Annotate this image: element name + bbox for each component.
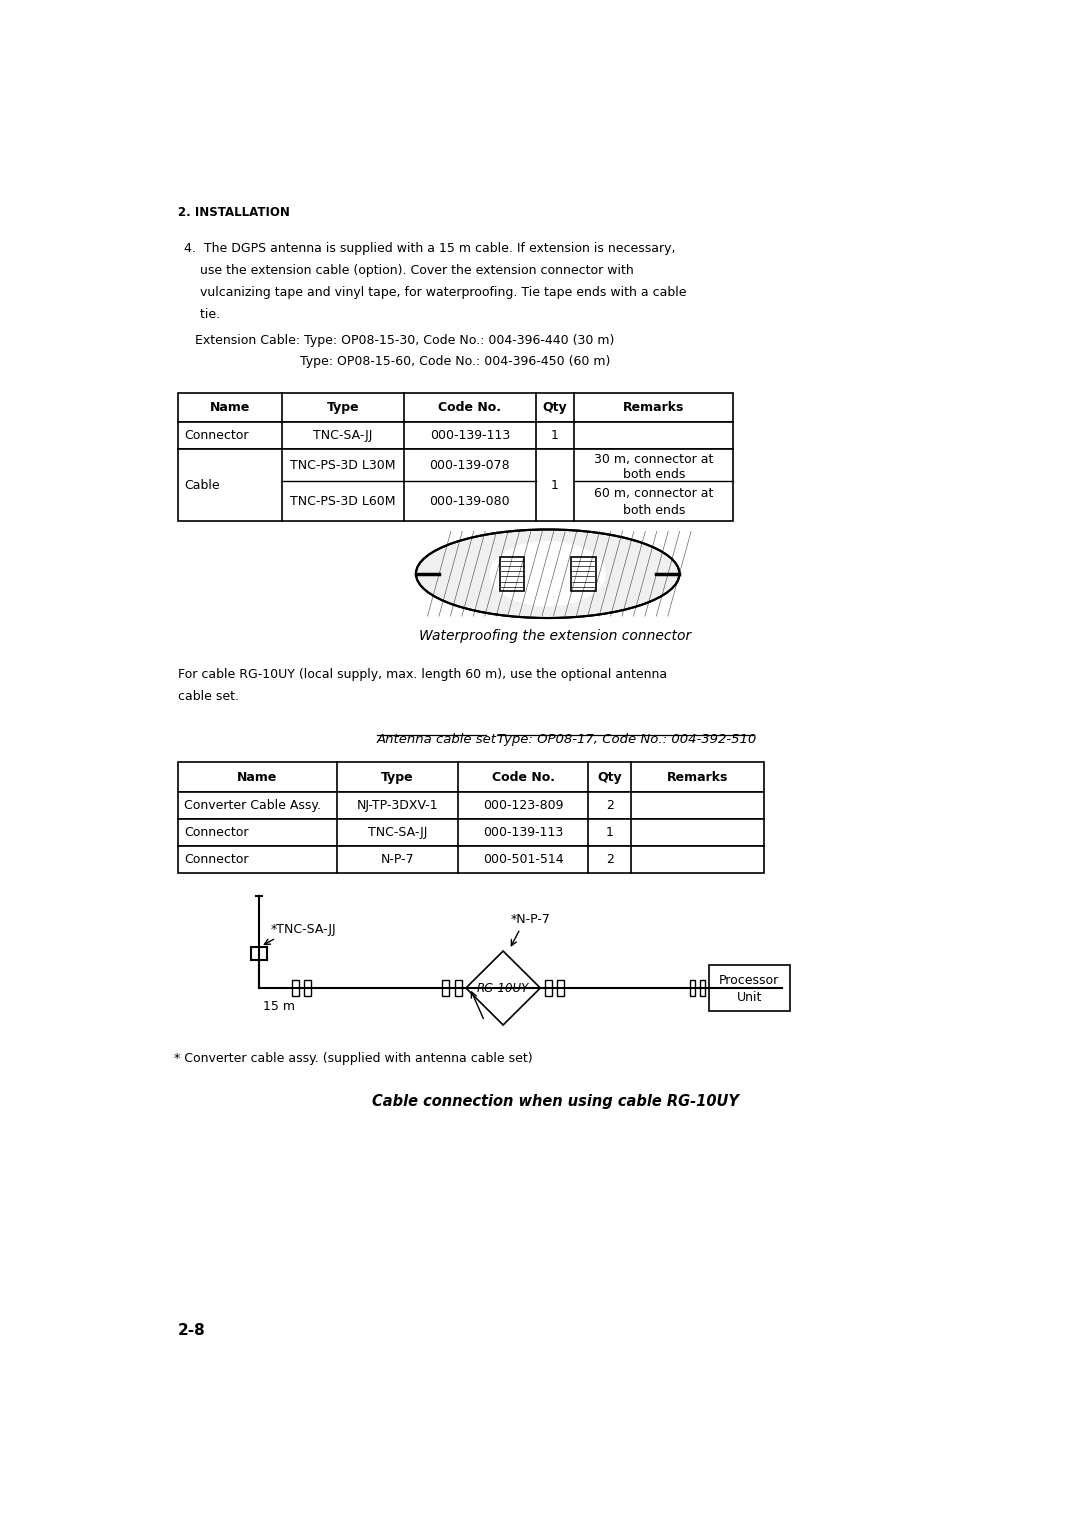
- Text: Name: Name: [210, 400, 251, 414]
- Text: Code No.: Code No.: [438, 400, 501, 414]
- Ellipse shape: [489, 541, 606, 607]
- Bar: [292, 979, 299, 996]
- Text: For cable RG-10UY (local supply, max. length 60 m), use the optional antenna: For cable RG-10UY (local supply, max. le…: [177, 668, 666, 680]
- Bar: [571, 556, 596, 591]
- Bar: [177, 792, 765, 819]
- Bar: [443, 979, 449, 996]
- Text: Connector: Connector: [184, 429, 248, 442]
- Text: TNC-SA-JJ: TNC-SA-JJ: [313, 429, 373, 442]
- Bar: [455, 979, 461, 996]
- Text: 2: 2: [606, 853, 613, 865]
- Text: Type: OP08-17, Code No.: 004-392-510: Type: OP08-17, Code No.: 004-392-510: [497, 733, 757, 746]
- Text: Connector: Connector: [184, 853, 248, 865]
- Bar: [690, 981, 696, 996]
- Bar: [500, 556, 525, 591]
- Text: 1: 1: [551, 478, 559, 492]
- Text: 1: 1: [551, 429, 559, 442]
- Text: 2. INSTALLATION: 2. INSTALLATION: [177, 206, 289, 220]
- Bar: [305, 979, 311, 996]
- Text: TNC-PS-3D L30M: TNC-PS-3D L30M: [291, 458, 396, 472]
- Bar: [177, 422, 733, 449]
- Text: RG-10UY: RG-10UY: [477, 981, 529, 995]
- Text: Unit: Unit: [737, 990, 761, 1004]
- Text: Connector: Connector: [184, 825, 248, 839]
- Text: 000-139-078: 000-139-078: [430, 458, 510, 472]
- Text: Type: Type: [381, 770, 414, 784]
- Text: 000-139-113: 000-139-113: [430, 429, 510, 442]
- Text: Cable: Cable: [184, 478, 219, 492]
- Text: TNC-SA-JJ: TNC-SA-JJ: [367, 825, 427, 839]
- Bar: [544, 979, 552, 996]
- Text: TNC-PS-3D L60M: TNC-PS-3D L60M: [291, 495, 396, 507]
- Text: Name: Name: [237, 770, 278, 784]
- Text: tie.: tie.: [184, 307, 220, 321]
- Text: 60 m, connector at: 60 m, connector at: [594, 487, 714, 500]
- Text: Remarks: Remarks: [667, 770, 728, 784]
- Text: 2-8: 2-8: [177, 1323, 205, 1339]
- Text: Type: Type: [327, 400, 360, 414]
- Bar: [177, 393, 733, 422]
- Text: 000-123-809: 000-123-809: [483, 799, 564, 811]
- Text: cable set.: cable set.: [177, 689, 239, 703]
- Text: * Converter cable assy. (supplied with antenna cable set): * Converter cable assy. (supplied with a…: [174, 1051, 532, 1065]
- Text: NJ-TP-3DXV-1: NJ-TP-3DXV-1: [356, 799, 438, 811]
- Text: Waterproofing the extension connector: Waterproofing the extension connector: [419, 630, 691, 643]
- Text: 30 m, connector at: 30 m, connector at: [594, 452, 714, 466]
- Text: 4.  The DGPS antenna is supplied with a 15 m cable. If extension is necessary,: 4. The DGPS antenna is supplied with a 1…: [184, 241, 675, 255]
- Text: 15 m: 15 m: [262, 1001, 295, 1013]
- Bar: [557, 979, 564, 996]
- Text: 000-501-514: 000-501-514: [483, 853, 564, 865]
- Text: Remarks: Remarks: [623, 400, 685, 414]
- Text: both ends: both ends: [623, 468, 685, 481]
- Polygon shape: [465, 950, 540, 1025]
- Text: 2: 2: [606, 799, 613, 811]
- Text: N-P-7: N-P-7: [380, 853, 414, 865]
- Bar: [177, 819, 765, 845]
- Text: Qty: Qty: [597, 770, 622, 784]
- Text: use the extension cable (option). Cover the extension connector with: use the extension cable (option). Cover …: [184, 264, 634, 277]
- Text: 000-139-113: 000-139-113: [483, 825, 564, 839]
- Bar: [700, 981, 705, 996]
- Text: 1: 1: [606, 825, 613, 839]
- Text: vulcanizing tape and vinyl tape, for waterproofing. Tie tape ends with a cable: vulcanizing tape and vinyl tape, for wat…: [184, 286, 686, 299]
- Bar: [177, 449, 733, 521]
- Ellipse shape: [416, 530, 679, 617]
- Text: Cable connection when using cable RG-10UY: Cable connection when using cable RG-10U…: [372, 1094, 739, 1109]
- Text: Qty: Qty: [543, 400, 567, 414]
- Text: *N-P-7: *N-P-7: [511, 914, 551, 926]
- Bar: [177, 845, 765, 872]
- Text: Processor: Processor: [719, 973, 780, 987]
- Text: *TNC-SA-JJ: *TNC-SA-JJ: [271, 923, 336, 937]
- Text: 000-139-080: 000-139-080: [430, 495, 510, 507]
- Text: Code No.: Code No.: [491, 770, 555, 784]
- Text: Type: OP08-15-60, Code No.: 004-396-450 (60 m): Type: OP08-15-60, Code No.: 004-396-450 …: [300, 356, 610, 368]
- Text: Antenna cable set: Antenna cable set: [377, 733, 497, 746]
- Bar: [708, 964, 789, 1012]
- Bar: [177, 762, 765, 792]
- Text: Extension Cable: Type: OP08-15-30, Code No.: 004-396-440 (30 m): Extension Cable: Type: OP08-15-30, Code …: [194, 333, 615, 347]
- Text: both ends: both ends: [623, 504, 685, 516]
- Text: Converter Cable Assy.: Converter Cable Assy.: [184, 799, 321, 811]
